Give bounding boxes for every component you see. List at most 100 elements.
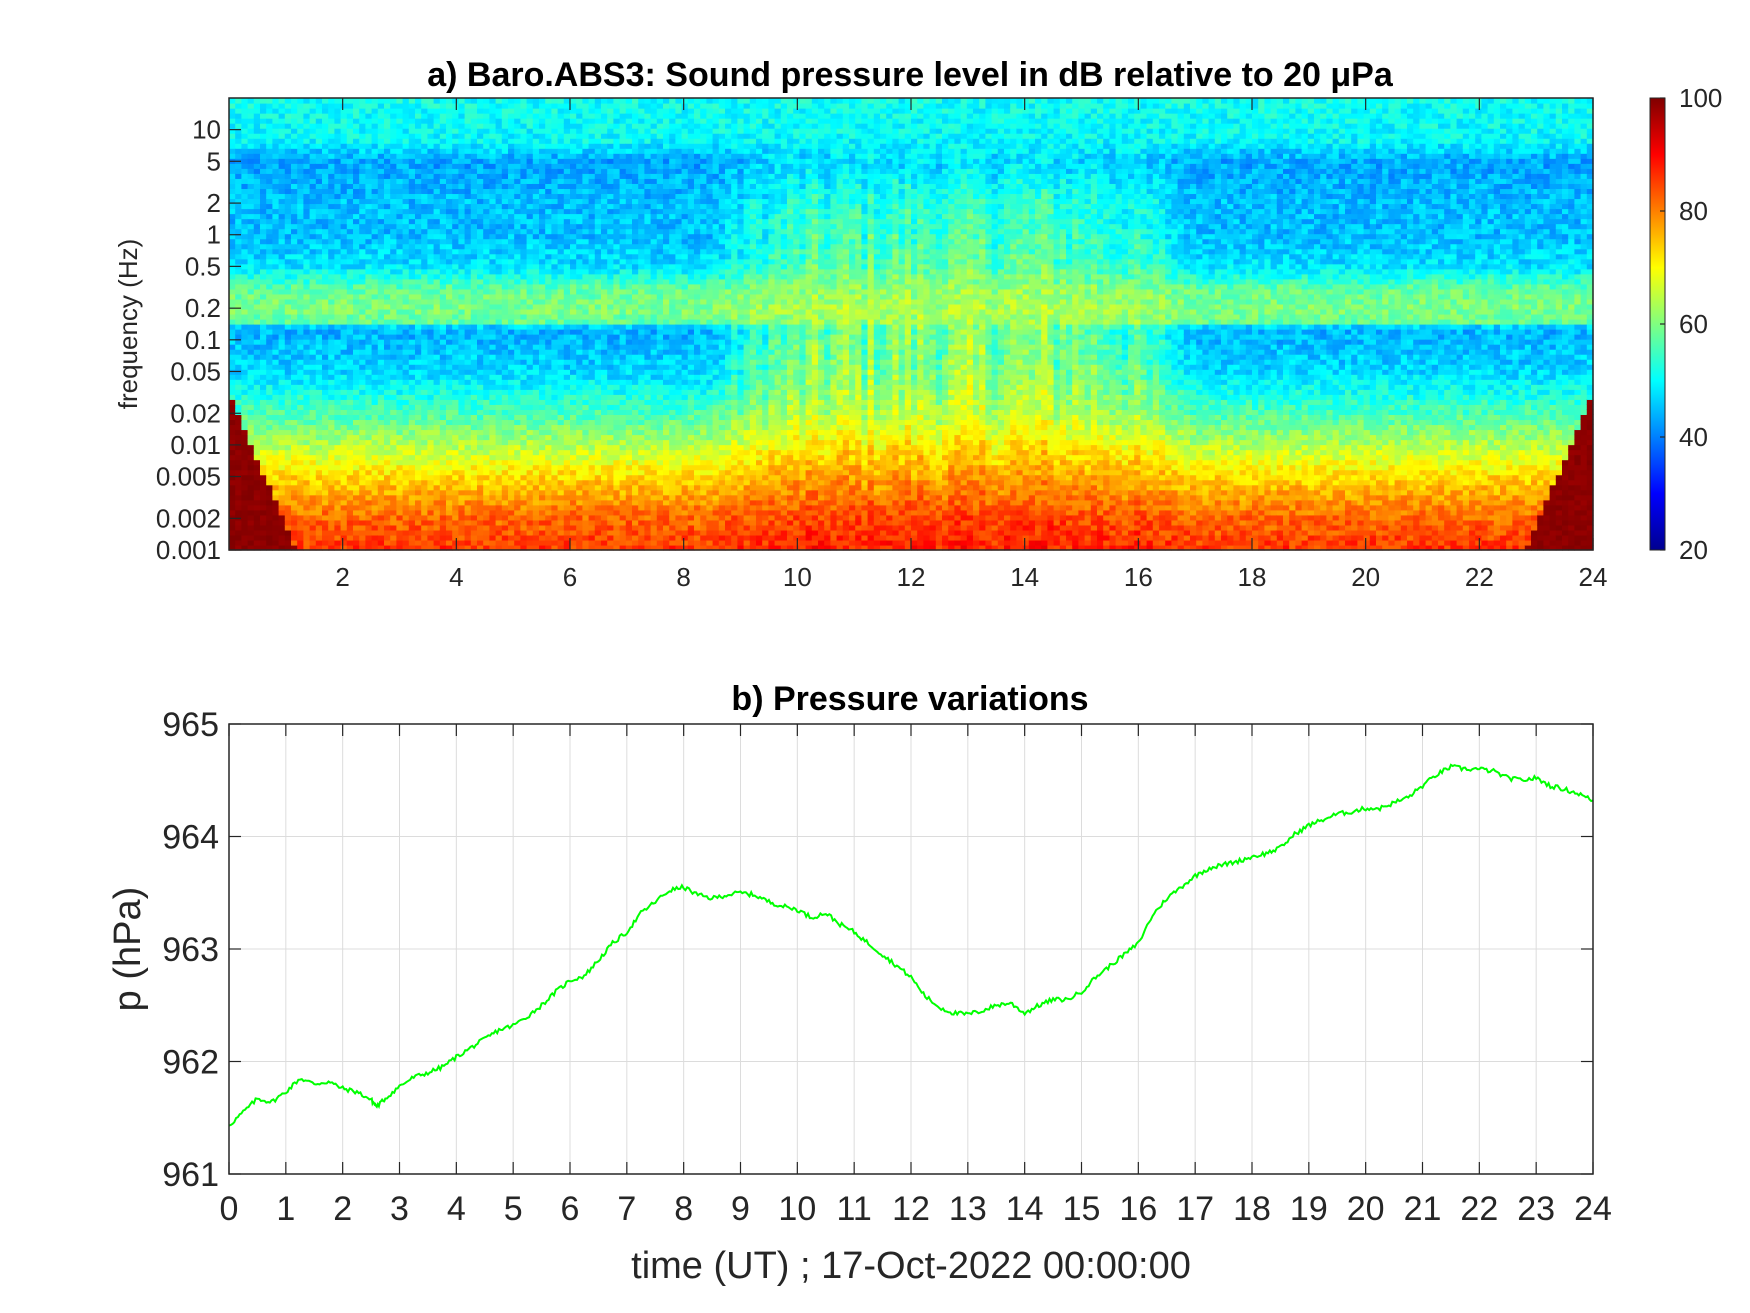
heatmap-cell [340, 509, 348, 516]
heatmap-cell [371, 283, 379, 290]
heatmap-cell [309, 218, 317, 225]
heatmap-cell [266, 404, 273, 410]
heatmap-cell [402, 183, 410, 189]
heatmap-cell [334, 223, 342, 230]
heatmap-cell [551, 153, 559, 159]
heatmap-cell [303, 439, 311, 446]
heatmap-cell [359, 499, 366, 506]
heatmap-cell [328, 283, 335, 290]
heatmap-cell [458, 344, 466, 350]
heatmap-cell [483, 238, 490, 245]
heatmap-cell [526, 424, 534, 431]
heatmap-cell [532, 544, 540, 551]
heatmap-cell [384, 238, 391, 245]
heatmap-cell [402, 293, 410, 300]
heatmap-cell [390, 288, 397, 295]
heatmap-cell [526, 414, 534, 421]
heatmap-cell [427, 103, 435, 109]
heatmap-cell [539, 263, 546, 270]
heatmap-cell [272, 439, 280, 446]
heatmap-cell [439, 193, 447, 200]
heatmap-cell [371, 148, 379, 154]
heatmap-cell [446, 113, 453, 119]
heatmap-cell [514, 158, 521, 164]
heatmap-cell [235, 499, 242, 506]
heatmap-cell [353, 288, 360, 295]
heatmap-cell [408, 349, 416, 355]
heatmap-cell [266, 308, 273, 315]
heatmap-cell [284, 374, 292, 380]
heatmap-cell [253, 168, 261, 174]
heatmap-cell [458, 369, 466, 375]
heatmap-cell [446, 409, 453, 415]
heatmap-cell [229, 188, 236, 195]
heatmap-cell [340, 173, 348, 179]
heatmap-cell [539, 278, 546, 285]
heatmap-cell [384, 339, 391, 345]
heatmap-cell [446, 138, 453, 144]
heatmap-cell [514, 308, 521, 315]
heatmap-cell [408, 183, 416, 189]
heatmap-cell [353, 243, 360, 250]
heatmap-cell [353, 524, 360, 531]
heatmap-cell [551, 444, 559, 451]
heatmap-cell [508, 409, 515, 415]
heatmap-cell [452, 419, 459, 426]
heatmap-cell [334, 168, 342, 174]
heatmap-cell [340, 389, 348, 395]
heatmap-cell [446, 128, 453, 134]
heatmap-cell [365, 509, 373, 516]
heatmap-cell [563, 268, 571, 275]
heatmap-cell [545, 364, 552, 370]
heatmap-cell [328, 429, 335, 436]
heatmap-cell [477, 248, 484, 255]
heatmap-cell [501, 494, 509, 501]
heatmap-cell [371, 258, 379, 265]
heatmap-cell [371, 364, 379, 370]
heatmap-cell [229, 258, 236, 265]
heatmap-cell [508, 178, 515, 184]
heatmap-cell [570, 374, 577, 380]
heatmap-cell [235, 248, 242, 255]
heatmap-cell [396, 529, 404, 536]
heatmap-cell [235, 409, 242, 415]
heatmap-cell [253, 389, 261, 395]
heatmap-cell [390, 349, 397, 355]
heatmap-cell [315, 148, 323, 154]
heatmap-cell [284, 519, 292, 526]
heatmap-cell [446, 208, 453, 215]
heatmap-cell [365, 354, 373, 360]
heatmap-cell [439, 293, 447, 300]
heatmap-cell [309, 534, 317, 541]
heatmap-cell [483, 454, 490, 461]
heatmap-cell [253, 133, 261, 139]
heatmap-cell [309, 233, 317, 240]
heatmap-cell [489, 489, 497, 496]
heatmap-cell [297, 98, 304, 104]
heatmap-cell [421, 444, 428, 451]
heatmap-cell [421, 213, 428, 220]
heatmap-cell [520, 434, 528, 441]
heatmap-cell [532, 113, 540, 119]
heatmap-cell [229, 128, 236, 134]
heatmap-cell [353, 409, 360, 415]
heatmap-cell [464, 163, 472, 169]
heatmap-cell [557, 484, 565, 491]
heatmap-cell [309, 329, 317, 335]
heatmap-cell [309, 158, 317, 164]
heatmap-cell [247, 223, 255, 230]
heatmap-cell [563, 469, 571, 476]
heatmap-cell [526, 409, 534, 415]
heatmap-cell [390, 298, 397, 305]
heatmap-cell [415, 499, 422, 506]
heatmap-cell [563, 288, 571, 295]
heatmap-cell [532, 384, 540, 390]
heatmap-cell [365, 429, 373, 436]
heatmap-cell [514, 354, 521, 360]
heatmap-cell [408, 178, 416, 184]
heatmap-cell [241, 148, 249, 154]
heatmap-cell [390, 223, 397, 230]
heatmap-cell [377, 409, 385, 415]
heatmap-cell [359, 98, 366, 104]
heatmap-cell [446, 484, 453, 491]
